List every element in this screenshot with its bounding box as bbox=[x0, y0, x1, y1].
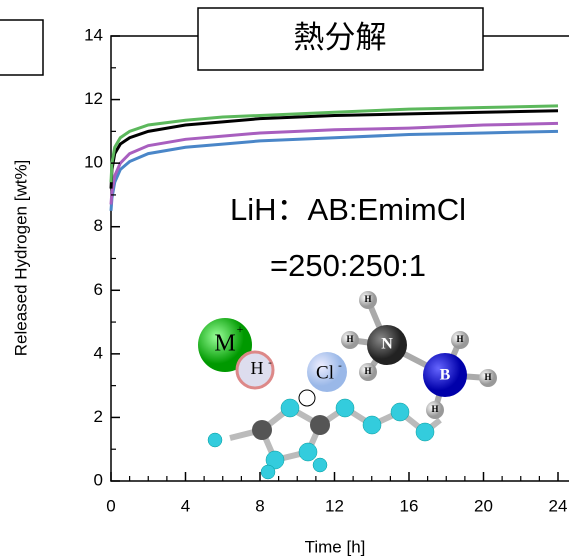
atom-label: H bbox=[484, 372, 491, 382]
y-tick-label: 0 bbox=[94, 470, 103, 489]
x-tick-label: 20 bbox=[474, 496, 493, 515]
y-tick-label: 4 bbox=[94, 343, 103, 362]
y-tick-label: 14 bbox=[84, 25, 103, 44]
atom-label: H bbox=[346, 334, 353, 344]
atom-label: H bbox=[251, 358, 264, 378]
x-tick-label: 12 bbox=[325, 496, 344, 515]
y-axis-label: Released Hydrogen [wt%] bbox=[11, 160, 30, 357]
annotation: =250:250:1 bbox=[270, 248, 426, 283]
atom-label: - bbox=[268, 357, 272, 369]
series-line bbox=[111, 106, 558, 182]
x-tick-label: 4 bbox=[181, 496, 190, 515]
atom-label: Cl bbox=[316, 362, 334, 383]
y-tick-label: 6 bbox=[94, 280, 103, 299]
atom-label: B bbox=[440, 367, 451, 384]
y-tick-label: 8 bbox=[94, 216, 103, 235]
x-axis-label: Time [h] bbox=[305, 537, 366, 556]
x-tick-label: 16 bbox=[400, 496, 419, 515]
x-tick-label: 24 bbox=[549, 496, 568, 515]
y-tick-label: 2 bbox=[94, 407, 103, 426]
atom-label: H bbox=[456, 334, 463, 344]
molecule bbox=[198, 291, 497, 479]
annotation: LiH：AB:EmimCl bbox=[230, 192, 466, 227]
atom-label: H bbox=[364, 366, 371, 376]
x-tick-label: 8 bbox=[255, 496, 264, 515]
y-tick-label: 12 bbox=[84, 89, 103, 108]
atom-label: + bbox=[237, 322, 244, 336]
atom-label: - bbox=[338, 360, 342, 372]
atom-label: H bbox=[431, 404, 438, 414]
x-tick-label: 0 bbox=[106, 496, 115, 515]
atom-label: N bbox=[381, 336, 393, 353]
chart: 熱分解 LiH：AB:EmimCl =250:250:1 Time [h] Re… bbox=[0, 0, 569, 560]
cut-box bbox=[0, 20, 43, 75]
page: {"chart_data": {"type": "line", "title":… bbox=[0, 0, 569, 560]
chart-title: 熱分解 bbox=[294, 20, 387, 55]
atom-label: M bbox=[214, 331, 235, 357]
y-tick-label: 10 bbox=[84, 153, 103, 172]
atom-label: H bbox=[364, 294, 371, 304]
